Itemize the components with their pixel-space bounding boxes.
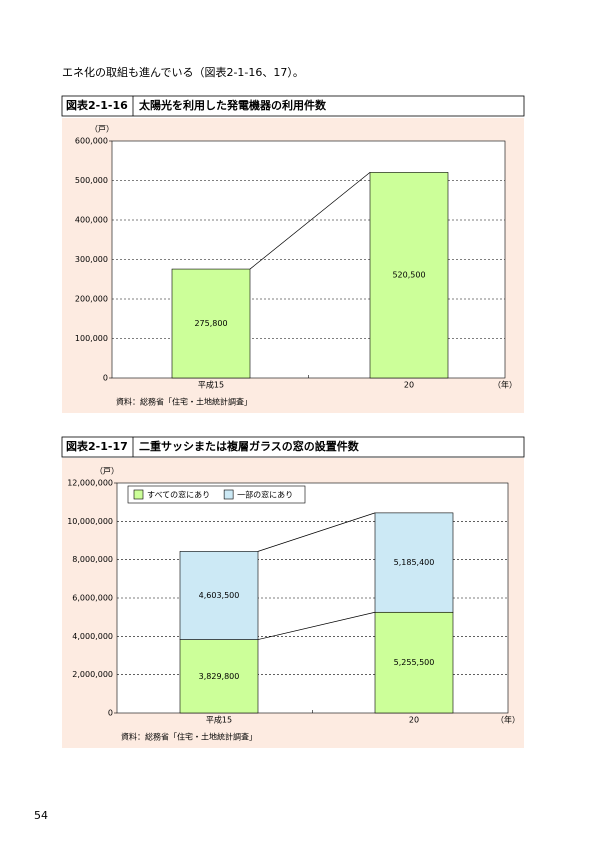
legend-swatch — [223, 489, 234, 500]
source-note: 資料：総務省「住宅・土地統計調査」 — [121, 732, 257, 742]
value-label: 520,500 — [392, 271, 425, 280]
legend-box — [127, 485, 306, 504]
bar — [171, 268, 251, 379]
bar — [374, 512, 454, 613]
y-tick-label: 500,000 — [75, 176, 108, 185]
y-tick-label: 6,000,000 — [72, 594, 113, 603]
connector-line — [257, 512, 376, 552]
x-tick-label: 20 — [409, 716, 419, 725]
y-tick-label: 10,000,000 — [67, 517, 113, 526]
bar — [179, 639, 259, 714]
bar — [374, 611, 454, 714]
y-tick-label: 600,000 — [75, 137, 108, 146]
y-tick-label: 200,000 — [75, 295, 108, 304]
y-tick-label: 400,000 — [75, 216, 108, 225]
x-tick-label: 20 — [404, 381, 414, 390]
value-label: 4,603,500 — [199, 591, 240, 600]
y-tick-label: 8,000,000 — [72, 555, 113, 564]
y-unit: （戸） — [95, 467, 119, 476]
bar — [179, 551, 259, 640]
y-tick-label: 0 — [103, 374, 108, 383]
y-tick-label: 100,000 — [75, 334, 108, 343]
value-label: 275,800 — [194, 319, 227, 328]
x-tick-label: 平成15 — [206, 715, 232, 725]
intro-text: エネ化の取組も進んでいる（図表2-1-16、17）。 — [62, 65, 304, 79]
x-tick-label: 平成15 — [198, 380, 224, 390]
figure-label: 図表2-1-17 — [66, 439, 128, 453]
connector-line — [249, 172, 371, 270]
figure-title: 太陽光を利用した発電機器の利用件数 — [138, 98, 327, 112]
figure-header — [61, 436, 525, 458]
source-note: 資料：総務省「住宅・土地統計調査」 — [116, 397, 252, 407]
y-tick-label: 300,000 — [75, 255, 108, 264]
value-label: 3,829,800 — [199, 672, 240, 681]
value-label: 5,255,500 — [394, 658, 435, 667]
connector-line — [257, 611, 376, 640]
y-tick-label: 2,000,000 — [72, 670, 113, 679]
y-unit: （戸） — [90, 125, 114, 134]
page-number: 54 — [34, 809, 48, 822]
figure-header — [61, 95, 525, 117]
figure-title: 二重サッシまたは複層ガラスの窓の設置件数 — [139, 439, 360, 453]
y-tick-label: 12,000,000 — [67, 479, 113, 488]
value-label: 5,185,400 — [394, 558, 435, 567]
y-tick-label: 4,000,000 — [72, 632, 113, 641]
x-unit: （年） — [493, 380, 517, 390]
figure-label: 図表2-1-16 — [66, 98, 128, 112]
y-tick-label: 0 — [108, 709, 113, 718]
legend-swatch — [133, 489, 144, 500]
bar — [369, 172, 449, 379]
x-unit: （年） — [496, 715, 520, 725]
legend-label: すべての窓にあり — [147, 490, 210, 500]
legend-label: 一部の窓にあり — [237, 490, 293, 500]
